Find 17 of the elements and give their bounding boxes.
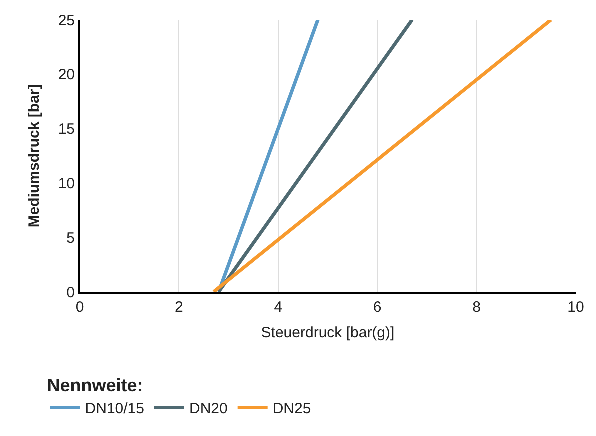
- x-axis-title: Steuerdruck [bar(g)]: [261, 324, 395, 342]
- legend-title: Nennweite:: [47, 376, 144, 396]
- legend-label: DN20: [189, 400, 228, 418]
- legend-label: DN10/15: [85, 400, 144, 418]
- y-tick-label: 5: [66, 230, 75, 247]
- y-tick-label: 25: [58, 12, 75, 30]
- x-tick-label: 6: [373, 299, 382, 316]
- y-tick-label: 15: [58, 121, 75, 138]
- y-axis-title: Mediumsdruck [bar]: [26, 84, 44, 228]
- x-tick-label: 4: [274, 299, 283, 316]
- x-tick-label: 10: [568, 299, 584, 316]
- y-tick-label: 20: [58, 66, 75, 84]
- y-tick-label: 10: [58, 175, 75, 192]
- x-tick-label: 2: [175, 299, 184, 316]
- x-tick-label: 8: [472, 299, 481, 316]
- legend-label: DN25: [272, 400, 312, 418]
- y-tick-label: 0: [66, 284, 75, 302]
